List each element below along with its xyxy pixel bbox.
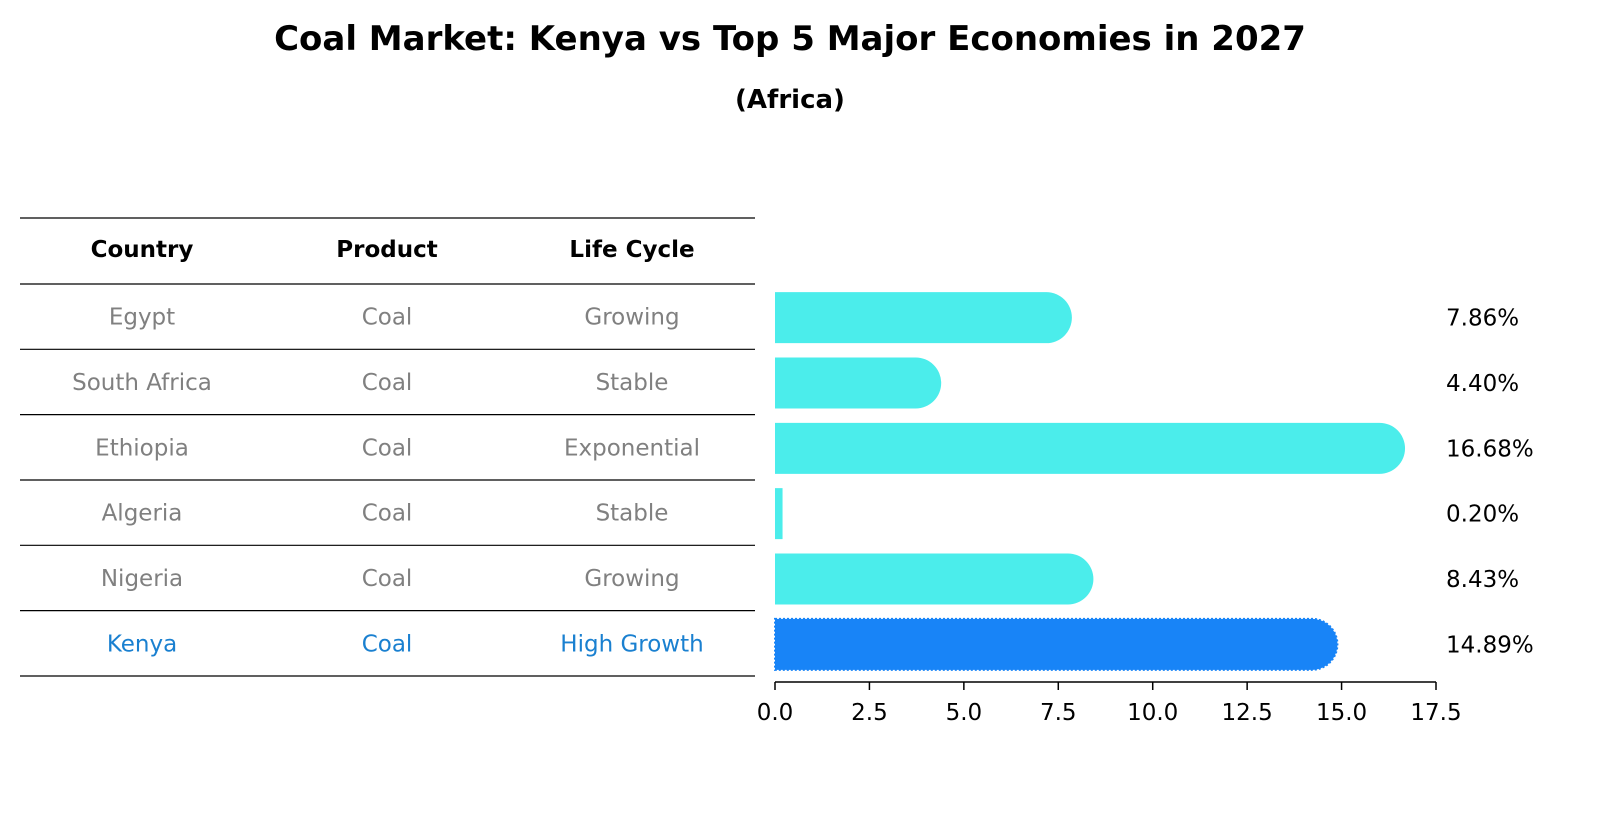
value-label: 8.43% xyxy=(1446,567,1519,593)
table-cell-life-cycle: High Growth xyxy=(560,631,703,657)
bar-plot-area xyxy=(774,292,1406,671)
x-tick-label: 15.0 xyxy=(1316,700,1367,726)
table-cell-life-cycle: Growing xyxy=(584,305,679,331)
table-header-cell: Product xyxy=(336,237,437,263)
chart-subtitle: (Africa) xyxy=(735,85,845,115)
value-label: 7.86% xyxy=(1446,306,1519,332)
table-cell-product: Coal xyxy=(362,566,413,592)
table-cell-country: Kenya xyxy=(107,631,177,657)
x-tick-label: 12.5 xyxy=(1222,700,1273,726)
bar-nigeria xyxy=(775,553,1094,605)
x-tick-label: 2.5 xyxy=(851,700,888,726)
table-cell-product: Coal xyxy=(362,435,413,461)
table-cell-country: Ethiopia xyxy=(95,435,189,461)
table-cell-product: Coal xyxy=(362,305,413,331)
x-tick-label: 10.0 xyxy=(1127,700,1178,726)
bar-south-africa xyxy=(775,357,942,409)
table-cell-life-cycle: Stable xyxy=(596,501,669,527)
x-tick-label: 5.0 xyxy=(946,700,983,726)
value-labels: 7.86% 4.40% 16.68% 0.20% 8.43% 14.89% xyxy=(1446,306,1534,659)
table-cell-life-cycle: Growing xyxy=(584,566,679,592)
table-cell-country: Egypt xyxy=(109,305,175,331)
bar-kenya xyxy=(774,617,1339,671)
bar-algeria xyxy=(775,488,783,540)
table-cell-product: Coal xyxy=(362,501,413,527)
table-cell-country: Algeria xyxy=(102,501,183,527)
value-label: 14.89% xyxy=(1446,632,1534,658)
table-cell-country: Nigeria xyxy=(101,566,183,592)
chart-title: Coal Market: Kenya vs Top 5 Major Econom… xyxy=(274,19,1306,59)
x-axis: 0.0 2.5 5.0 7.5 10.0 12.5 15.0 17.5 xyxy=(757,681,1462,726)
table-header-cell: Country xyxy=(91,237,194,263)
data-table: Country Product Life Cycle Egypt Coal Growing… xyxy=(20,217,755,677)
x-tick-label: 0.0 xyxy=(757,700,794,726)
bar-egypt xyxy=(775,292,1072,344)
table-cell-life-cycle: Exponential xyxy=(564,435,700,461)
table-cell-product: Coal xyxy=(362,631,413,657)
table-cell-country: South Africa xyxy=(72,370,212,396)
value-label: 16.68% xyxy=(1446,436,1534,462)
value-label: 4.40% xyxy=(1446,371,1519,397)
value-label: 0.20% xyxy=(1446,502,1519,528)
bar-ethiopia xyxy=(775,422,1406,474)
table-cell-life-cycle: Stable xyxy=(596,370,669,396)
table-cell-product: Coal xyxy=(362,370,413,396)
table-header-cell: Life Cycle xyxy=(569,237,694,263)
x-tick-label: 17.5 xyxy=(1410,700,1461,726)
x-tick-label: 7.5 xyxy=(1040,700,1077,726)
